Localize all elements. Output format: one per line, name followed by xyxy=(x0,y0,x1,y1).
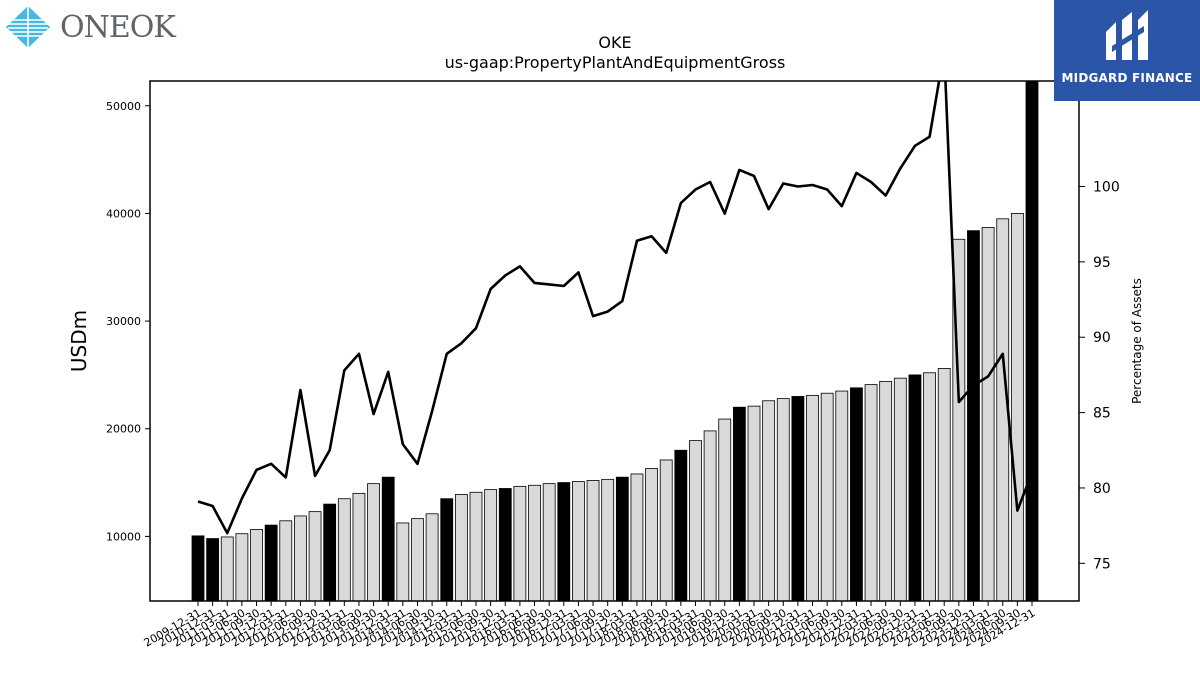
bar xyxy=(1025,80,1039,602)
midgard-logo-text: MIDGARD FINANCE xyxy=(1061,71,1193,85)
bar xyxy=(454,494,468,602)
bar xyxy=(879,380,893,602)
bar xyxy=(469,491,483,602)
y2-tick-label: 95 xyxy=(1093,255,1111,271)
bar xyxy=(908,374,922,602)
chart-subtitle: us-gaap:PropertyPlantAndEquipmentGross xyxy=(445,53,786,72)
bar xyxy=(294,515,307,602)
bar xyxy=(206,538,220,602)
bar xyxy=(425,513,439,602)
bar xyxy=(572,481,585,602)
bar xyxy=(498,488,512,602)
bar xyxy=(1010,213,1024,602)
bar xyxy=(528,484,541,602)
y-axis-label: USDm xyxy=(67,310,91,372)
bar xyxy=(776,398,790,602)
bar xyxy=(689,440,702,602)
bar xyxy=(835,390,849,602)
plot-frame xyxy=(149,80,1080,602)
bar xyxy=(411,518,424,602)
bar xyxy=(732,406,746,602)
y2-tick-label: 85 xyxy=(1093,406,1111,422)
bar xyxy=(967,230,980,602)
bar-series xyxy=(191,80,1039,602)
bar xyxy=(440,498,454,602)
bar xyxy=(674,449,688,602)
bar xyxy=(864,384,878,602)
bar xyxy=(542,483,556,602)
line-path xyxy=(197,81,1034,535)
bar xyxy=(557,482,571,602)
bar xyxy=(615,476,629,602)
bar xyxy=(923,372,936,602)
bar xyxy=(308,511,322,602)
bar xyxy=(630,473,644,602)
y-axis-right: 75 80 85 90 95 100 xyxy=(1079,180,1120,572)
bar xyxy=(806,394,819,602)
bar xyxy=(279,520,293,602)
line-series xyxy=(197,81,1034,535)
y2-axis-label: Percentage of Assets xyxy=(1130,278,1144,404)
y2-tick-label: 75 xyxy=(1093,556,1111,572)
y-axis-left: 10000 20000 30000 40000 50000 xyxy=(106,100,150,543)
bar xyxy=(367,483,380,602)
bar xyxy=(235,533,249,602)
oneok-logo: ONEOK xyxy=(4,4,176,50)
bar xyxy=(352,492,366,602)
bar xyxy=(396,522,410,602)
bar xyxy=(191,535,205,602)
bar xyxy=(791,396,805,602)
bar xyxy=(718,418,732,602)
y-tick-label: 10000 xyxy=(106,530,141,543)
bar xyxy=(264,524,278,602)
y-tick-label: 40000 xyxy=(106,207,141,220)
bar xyxy=(893,377,907,602)
bar xyxy=(601,478,615,602)
bar xyxy=(513,485,527,602)
bar xyxy=(337,498,351,602)
bar xyxy=(820,392,834,602)
y2-tick-label: 80 xyxy=(1093,481,1111,497)
bar xyxy=(323,503,337,602)
bar xyxy=(645,468,658,602)
y2-tick-label: 100 xyxy=(1093,180,1120,196)
bar xyxy=(484,489,498,602)
bar xyxy=(703,430,717,602)
oneok-logo-text: ONEOK xyxy=(60,10,176,45)
bar xyxy=(586,480,600,602)
y-tick-label: 20000 xyxy=(106,423,141,436)
y2-tick-label: 90 xyxy=(1093,330,1111,346)
y-tick-label: 50000 xyxy=(106,100,141,113)
bar xyxy=(250,529,263,602)
chart-title: OKE xyxy=(598,33,631,52)
x-axis: 2009-12-312010-12-312011-03-312011-06-30… xyxy=(142,601,1038,650)
bar xyxy=(220,536,234,602)
bar xyxy=(981,227,995,602)
bar xyxy=(762,400,776,602)
bar xyxy=(850,387,863,602)
midgard-m-icon xyxy=(1106,10,1148,60)
y-tick-label: 30000 xyxy=(106,315,141,328)
midgard-finance-logo: MIDGARD FINANCE xyxy=(1054,0,1200,101)
bar xyxy=(659,459,673,602)
bar xyxy=(937,368,951,602)
bar xyxy=(381,476,395,602)
bar xyxy=(747,405,761,602)
oneok-diamond-icon xyxy=(6,6,50,48)
